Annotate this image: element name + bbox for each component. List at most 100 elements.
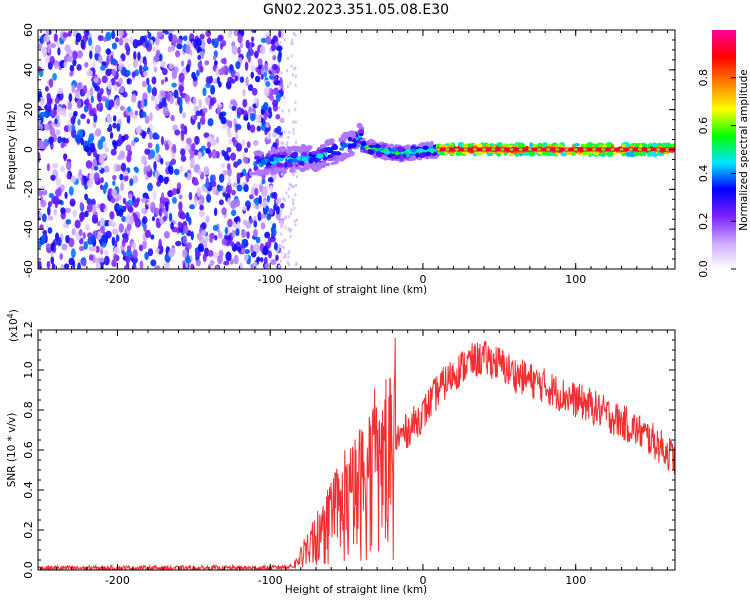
spectrogram-cell [282, 255, 285, 259]
spectrogram-cell [154, 152, 159, 162]
spectrogram-cell [112, 228, 119, 235]
spectrogram-cell [155, 49, 161, 57]
spectrogram-cell [272, 222, 277, 230]
spectrogram-cell [527, 148, 532, 151]
spectrogram-cell [186, 242, 192, 250]
spectrogram-cell [273, 75, 278, 83]
spectrogram-cell [247, 55, 252, 63]
spectrogram-cell [495, 143, 502, 147]
spectrogram-cell [292, 73, 295, 77]
spectrogram-cell [116, 123, 121, 132]
spectrogram-cell [142, 71, 148, 77]
spectrogram-cell [254, 50, 259, 59]
spectrogram-cell [273, 241, 278, 251]
spectrogram-cell [509, 148, 514, 151]
spectrogram-cell [489, 143, 495, 147]
spectrogram-cell [130, 140, 136, 147]
spectrogram-cell [180, 131, 185, 142]
spectrogram-cell [237, 158, 242, 164]
spectrogram-cell [610, 148, 615, 151]
spectrogram-cell [155, 247, 160, 254]
spectrogram-cell [113, 140, 118, 150]
spectrogram-cell [125, 201, 130, 209]
spectrogram-cell [132, 175, 139, 184]
spectrogram-cell [170, 114, 175, 122]
spectrogram-cell [122, 197, 127, 205]
spectrogram-cell [418, 152, 426, 159]
spectrogram-cell [42, 229, 48, 236]
spectrogram-ytick-label: -60 [22, 260, 35, 278]
spectrogram-cell [78, 168, 83, 177]
spectrogram-cell [47, 227, 53, 234]
spectrogram-cell [282, 245, 285, 249]
spectrogram-cell [125, 50, 130, 56]
spectrogram-cell [280, 71, 283, 75]
spectrogram-cell [289, 229, 292, 233]
spectrogram-cell [356, 122, 363, 129]
spectrogram-cell [68, 257, 75, 266]
spectrogram-cell [295, 175, 298, 179]
spectrogram-cell [141, 131, 146, 139]
spectrogram-cell [212, 224, 219, 231]
spectrogram-cell [77, 262, 81, 269]
spectrogram-cell [246, 141, 251, 148]
spectrogram-cell [278, 106, 281, 110]
spectrogram-cell [211, 149, 217, 159]
spectrogram-cell [601, 148, 606, 151]
spectrogram-cell [124, 255, 131, 264]
spectrogram-cell [76, 50, 84, 59]
spectrogram-cell [233, 254, 239, 265]
spectrogram-cell [143, 165, 148, 176]
spectrogram-cell [109, 210, 115, 220]
spectrogram-cell [106, 55, 110, 66]
spectrogram-cell [245, 39, 250, 49]
spectrogram-cell [294, 108, 297, 112]
spectrogram-cell [93, 76, 99, 84]
spectrogram-xtick-label: -200 [105, 273, 130, 286]
spectrogram-cell [221, 207, 227, 216]
spectrogram-cell [394, 151, 399, 156]
spectrogram-cell [248, 194, 254, 200]
spectrogram-cell [133, 50, 137, 60]
spectrogram-cell [50, 43, 57, 49]
spectrogram-cell [280, 83, 284, 90]
spectrogram-cell [360, 141, 368, 147]
spectrogram-cell [278, 77, 281, 81]
spectrogram-cell [265, 138, 272, 144]
spectrogram-cell [243, 115, 249, 121]
spectrogram-cell [182, 112, 187, 119]
spectrogram-cell [203, 166, 210, 176]
spectrogram-cell [292, 197, 295, 201]
spectrogram-cell [45, 56, 50, 64]
spectrogram-cell [280, 250, 283, 254]
spectrogram-cell [144, 229, 152, 239]
spectrogram-cell [39, 185, 46, 192]
spectrogram-cell [202, 87, 207, 97]
spectrogram-cell [116, 164, 122, 172]
spectrogram-cell [253, 220, 258, 228]
colorbar-tick-label: 0.4 [697, 165, 710, 183]
spectrogram-cell [272, 99, 279, 107]
spectrogram-cell [171, 34, 178, 45]
spectrogram-cell [467, 143, 472, 149]
spectrogram-cell [93, 113, 98, 123]
spectrogram-cell [294, 33, 297, 37]
spectrogram-cell [289, 81, 292, 85]
spectrogram-cell [334, 151, 342, 156]
spectrogram-cell [142, 65, 149, 72]
spectrogram-cell [104, 181, 109, 190]
spectrogram-cell [84, 30, 89, 36]
spectrogram-cell [167, 190, 173, 198]
spectrogram-cell [290, 64, 293, 68]
spectrogram-cell [196, 69, 200, 77]
spectrogram-cell [287, 251, 290, 255]
spectrogram-cell [41, 46, 48, 56]
spectrogram-cell [196, 187, 202, 197]
spectrogram-cell [231, 105, 237, 112]
spectrogram-cell [248, 218, 254, 224]
spectrogram-cell [118, 37, 124, 46]
spectrogram-cell [74, 134, 82, 143]
spectrogram-cell [170, 221, 174, 230]
spectrogram-ylabel: Frequency (Hz) [6, 110, 18, 189]
